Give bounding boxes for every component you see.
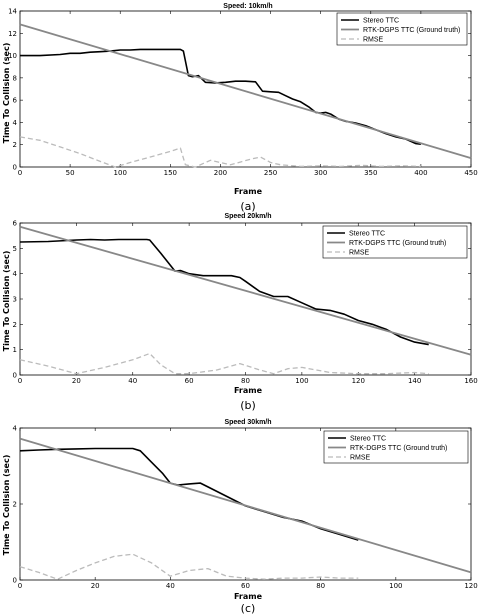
x-tick-label: 200	[214, 169, 227, 177]
y-tick-label: 0	[13, 577, 17, 585]
series-line-rtk-dgps-ttc-ground-truth	[19, 225, 472, 356]
x-tick-label: 0	[18, 582, 22, 590]
y-tick-label: 14	[8, 8, 17, 16]
legend: Stereo TTC RTK-DGPS TTC (Ground truth) R…	[336, 12, 468, 46]
y-tick-label: 2	[13, 321, 17, 329]
legend-label: Stereo TTC	[350, 436, 386, 443]
legend-label: RTK-DGPS TTC (Ground truth)	[349, 240, 446, 247]
y-tick-label: 2	[13, 501, 17, 509]
x-tick-label: 80	[241, 377, 250, 385]
legend-label: Stereo TTC	[363, 18, 399, 25]
legend-box	[323, 430, 469, 464]
axis-ticks: 0 20 40 60 80 100 120 0 2 4	[13, 425, 478, 591]
x-tick-label: 450	[464, 169, 477, 177]
series-line-rmse	[19, 352, 429, 375]
x-tick-label: 120	[352, 377, 365, 385]
series-line-stereo-ttc	[19, 238, 429, 346]
legend-label: Stereo TTC	[349, 231, 385, 238]
subfigure-label: (c)	[241, 602, 256, 615]
subfigure-label: (b)	[240, 399, 256, 412]
series-line-rmse	[19, 553, 359, 580]
x-axis-label: Frame	[234, 592, 263, 601]
x-tick-label: 400	[414, 169, 427, 177]
x-axis-label: Frame	[234, 187, 263, 196]
x-tick-label: 40	[128, 377, 137, 385]
y-tick-label: 10	[8, 52, 17, 60]
axis-ticks: 0 50 100 150 200 250 300 350 400 450 0 2 4 6 8 10 12 14	[8, 8, 478, 178]
y-axis-label: Time To Collision (sec)	[2, 251, 11, 352]
legend-label: RMSE	[350, 455, 371, 462]
x-tick-label: 80	[316, 582, 325, 590]
y-tick-label: 2	[13, 141, 17, 149]
x-tick-label: 100	[114, 169, 127, 177]
y-axis-label: Time To Collision (sec)	[2, 455, 11, 556]
legend-box	[322, 225, 468, 259]
x-tick-label: 20	[91, 582, 100, 590]
legend-label: RMSE	[349, 250, 370, 257]
y-tick-label: 8	[13, 74, 17, 82]
y-tick-label: 4	[13, 119, 18, 127]
x-tick-label: 20	[72, 377, 81, 385]
panel-b: Speed 20km/h Frame Time To Collision (se…	[2, 213, 478, 412]
legend-label: RTK-DGPS TTC (Ground truth)	[350, 445, 447, 452]
chart-title: Speed 30km/h	[224, 419, 271, 426]
x-tick-label: 160	[464, 377, 477, 385]
y-tick-label: 3	[13, 296, 17, 304]
x-tick-label: 50	[66, 169, 75, 177]
y-tick-label: 0	[13, 164, 17, 172]
subfigure-label: (a)	[240, 200, 255, 213]
x-tick-label: 40	[166, 582, 175, 590]
y-tick-label: 12	[8, 30, 17, 38]
y-tick-label: 4	[13, 270, 18, 278]
chart-title: Speed 20km/h	[224, 213, 271, 220]
y-tick-label: 0	[13, 372, 17, 380]
x-tick-label: 300	[314, 169, 327, 177]
x-tick-label: 60	[185, 377, 194, 385]
y-tick-label: 1	[13, 346, 17, 354]
y-tick-label: 5	[13, 245, 17, 253]
chart-title: Speed: 10km/h	[223, 3, 272, 10]
x-tick-label: 100	[295, 377, 308, 385]
y-tick-label: 6	[13, 97, 18, 105]
x-tick-label: 120	[464, 582, 477, 590]
x-tick-label: 250	[264, 169, 277, 177]
x-tick-label: 350	[364, 169, 377, 177]
y-tick-label: 6	[13, 220, 18, 228]
x-axis-label: Frame	[234, 386, 263, 395]
x-tick-label: 60	[241, 582, 250, 590]
y-tick-label: 4	[13, 425, 18, 433]
legend-label: RMSE	[363, 37, 384, 44]
legend: Stereo TTC RTK-DGPS TTC (Ground truth) R…	[322, 225, 468, 259]
axis-ticks: 0 20 40 60 80 100 120 140 160 0 1 2 3 4 5 6	[13, 220, 478, 386]
legend: Stereo TTC RTK-DGPS TTC (Ground truth) R…	[323, 430, 469, 464]
x-tick-label: 0	[18, 169, 22, 177]
panel-c: Speed 30km/h Frame Time To Collision (se…	[2, 419, 478, 615]
series-line-rmse	[19, 136, 421, 168]
x-tick-label: 150	[164, 169, 177, 177]
panel-a: Speed: 10km/h Frame Time To Collision (s…	[2, 3, 478, 213]
series-line-rtk-dgps-ttc-ground-truth	[19, 23, 472, 159]
x-tick-label: 100	[389, 582, 402, 590]
legend-label: RTK-DGPS TTC (Ground truth)	[363, 27, 460, 34]
series-line-rtk-dgps-ttc-ground-truth	[19, 437, 472, 574]
x-tick-label: 140	[408, 377, 421, 385]
x-tick-label: 0	[18, 377, 22, 385]
y-axis-label: Time To Collision (sec)	[2, 43, 11, 144]
